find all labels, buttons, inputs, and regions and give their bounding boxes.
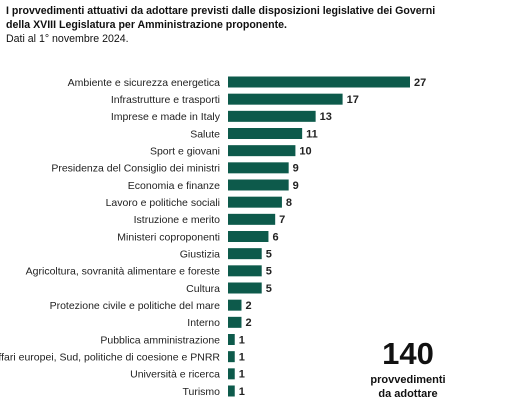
value-label: 9 — [293, 163, 299, 175]
category-label: Cultura — [186, 283, 220, 295]
bar — [228, 128, 303, 139]
value-label: 6 — [272, 231, 278, 243]
category-label: Imprese e made in Italy — [111, 111, 221, 123]
value-label: 5 — [266, 283, 272, 295]
bar — [228, 368, 235, 380]
value-label: 5 — [266, 266, 272, 278]
bar — [228, 351, 235, 363]
category-label: Ministeri coproponenti — [117, 231, 220, 243]
category-label: Affari europei, Sud, politiche di coesio… — [0, 351, 220, 363]
bar — [228, 110, 316, 122]
value-label: 5 — [266, 249, 272, 261]
bar — [228, 145, 296, 157]
bar — [228, 282, 262, 294]
bar — [228, 196, 282, 208]
category-label: Salute — [190, 128, 220, 140]
category-label: Economia e finanze — [128, 180, 220, 192]
value-label: 17 — [347, 94, 359, 106]
value-label: 1 — [239, 352, 245, 364]
category-label: Presidenza del Consiglio dei ministri — [51, 163, 220, 175]
value-label: 11 — [306, 128, 318, 140]
bar — [228, 299, 242, 311]
category-label: Pubblica amministrazione — [100, 334, 220, 346]
category-label: Ambiente e sicurezza energetica — [68, 77, 220, 89]
bar — [228, 213, 276, 225]
value-label: 1 — [239, 334, 245, 346]
category-label: Infrastrutture e trasporti — [111, 94, 220, 106]
bar — [228, 231, 269, 242]
bar — [228, 334, 235, 345]
total-value: 140 — [382, 336, 434, 371]
category-label: Lavoro e politiche sociali — [106, 197, 220, 209]
category-label: Università e ricerca — [130, 369, 220, 381]
value-label: 9 — [293, 180, 299, 192]
value-label: 13 — [320, 111, 332, 123]
bar — [228, 248, 262, 260]
category-label: Sport e giovani — [150, 145, 220, 157]
bar — [228, 76, 410, 88]
bar — [228, 162, 289, 174]
chart-subtitle: Dati al 1° novembre 2024. — [6, 33, 129, 45]
value-label: 27 — [414, 77, 426, 89]
bar — [228, 385, 235, 397]
total-label: provvedimenti — [370, 374, 445, 386]
value-label: 7 — [279, 214, 285, 226]
category-label: Protezione civile e politiche del mare — [50, 300, 221, 312]
category-label: Istruzione e merito — [134, 214, 221, 226]
total-label: da adottare — [378, 388, 437, 400]
value-label: 2 — [245, 317, 251, 329]
bar — [228, 316, 242, 328]
value-label: 1 — [239, 386, 245, 398]
header: I provvedimenti attuativi da adottare pr… — [6, 4, 436, 46]
category-label: Turismo — [182, 386, 220, 398]
value-label: 1 — [239, 369, 245, 381]
value-label: 8 — [286, 197, 292, 209]
value-label: 10 — [299, 146, 311, 158]
category-label: Agricoltura, sovranità alimentare e fore… — [26, 266, 221, 278]
bar — [228, 265, 262, 277]
category-label: Interno — [187, 317, 220, 329]
value-label: 2 — [245, 300, 251, 312]
bar — [228, 179, 289, 191]
bar — [228, 93, 343, 105]
category-label: Giustizia — [180, 248, 220, 260]
chart-title: I provvedimenti attuativi da adottare pr… — [6, 5, 436, 31]
